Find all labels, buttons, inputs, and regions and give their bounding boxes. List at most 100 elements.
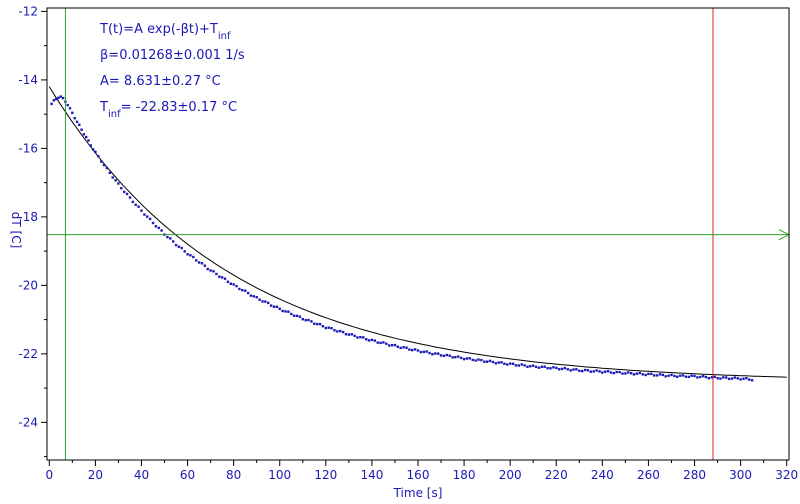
x-tick-label: 80 [226,468,241,482]
data-point [370,338,374,342]
data-point [462,357,466,361]
data-point [750,379,754,382]
data-point [73,117,76,120]
data-point [408,348,411,351]
data-point [532,364,535,367]
data-point [725,376,728,379]
data-point [396,345,399,348]
data-point [488,359,492,363]
data-point [511,362,515,365]
data-point [385,342,388,345]
data-point [609,371,613,374]
y-tick-label: -20 [18,278,38,292]
x-tick-label: 20 [88,468,103,482]
data-point [310,320,313,323]
fit-curve [48,86,787,378]
data-point [549,367,552,370]
data-point [537,366,541,369]
data-point [108,171,111,174]
data-point [229,282,232,285]
data-point [442,354,446,358]
data-point [189,254,192,257]
data-point [143,213,146,216]
data-point [267,301,270,305]
data-point [232,283,235,286]
data-point [586,369,590,372]
data-point [324,326,327,330]
data-point [606,370,610,373]
x-tick-label: 0 [45,468,53,482]
data-point [733,376,736,379]
data-point [388,344,391,347]
data-point [80,128,83,131]
data-point [169,237,172,240]
data-point [503,362,506,365]
data-point [477,358,480,361]
data-point [50,102,53,106]
data-point [333,329,336,332]
data-point [543,365,546,368]
data-point [707,377,711,380]
data-point [362,336,365,339]
data-point [344,333,348,336]
data-point [673,374,676,378]
data-point [223,277,227,280]
data-point [569,369,572,372]
data-point [658,373,662,376]
data-point [514,364,518,367]
plot-background [47,8,789,460]
data-point [148,217,152,221]
data-point [114,179,117,182]
data-point [509,362,512,365]
data-point [457,355,460,358]
data-point [220,276,224,279]
data-point [287,310,290,313]
data-point [78,123,81,126]
data-point [117,182,120,185]
data-point [710,376,713,379]
data-point [736,377,739,380]
data-point [197,261,201,264]
data-point [676,375,679,378]
x-tick-label: 260 [637,468,660,482]
data-point [566,368,569,371]
data-point [373,339,376,342]
data-point [604,370,607,373]
data-point [684,375,688,378]
data-point [327,326,330,329]
data-point [690,374,693,377]
data-point [425,350,428,353]
data-point [635,372,639,375]
data-point [367,339,371,342]
data-point [166,235,169,239]
data-point [460,356,463,360]
y-tick-label: -16 [18,141,38,155]
data-point [226,280,230,283]
data-point [445,353,448,357]
data-point [390,344,394,347]
data-point [655,374,659,377]
data-point [105,166,109,170]
data-point [704,375,708,379]
data-point [68,107,72,110]
data-point [174,243,178,247]
data-point [339,329,342,333]
data-point [540,365,544,368]
data-point [269,304,273,307]
data-point [439,354,443,357]
fit-annotation-line: β=0.01268±0.001 1/s [100,48,245,63]
data-point [485,360,489,363]
data-point [471,358,474,362]
data-point [557,368,561,371]
data-point [290,312,293,316]
data-point [661,373,664,377]
data-point [140,209,143,212]
x-tick-label: 120 [314,468,337,482]
data-point [307,318,310,322]
data-point [318,322,322,326]
y-tick-label: -14 [18,73,38,87]
data-point [483,360,486,363]
data-point [192,255,195,259]
